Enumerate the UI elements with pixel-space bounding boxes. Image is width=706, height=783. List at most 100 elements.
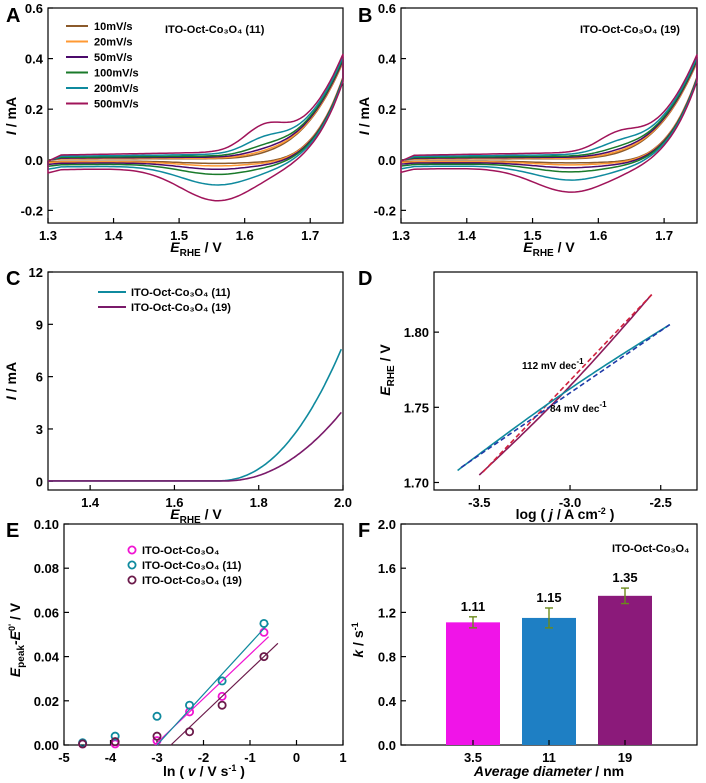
panel-c-ytick-label: 12 bbox=[29, 265, 43, 280]
panel-e-xlabel: ln ( v / V s-1 ) bbox=[163, 763, 245, 779]
bar-19 bbox=[598, 595, 652, 745]
panel-b-ylabel: I / mA bbox=[356, 97, 372, 135]
panel-f-xtick-label: 3.5 bbox=[464, 750, 482, 765]
panel-f-ytick-label: 2.0 bbox=[378, 517, 396, 532]
panel-c-frame bbox=[47, 271, 344, 491]
panel-a-xtick-label: 1.6 bbox=[236, 228, 254, 243]
panel-b-title: ITO-Oct-Co₃O₄ (19) bbox=[580, 24, 680, 36]
legend-label-c-0: ITO-Oct-Co₃O₄ (11) bbox=[131, 287, 231, 299]
panel-b-ytick-label: 0.6 bbox=[378, 1, 396, 16]
panel-e-frame bbox=[63, 523, 344, 746]
panel-a-frame bbox=[47, 7, 344, 224]
panel-e-xtick-label: 0 bbox=[293, 750, 300, 765]
cv-curve-b-0 bbox=[400, 61, 698, 164]
data-point-e-0-4 bbox=[217, 691, 227, 701]
panel-c: 1.4 1.6 1.8 2.0 0 3 6 9 12 ITO-Oct-Co₃O₄ (11) ITO-… bbox=[3, 265, 352, 526]
panel-f-ylabel: k / s-1 bbox=[350, 622, 366, 657]
data-point-e-2-0 bbox=[78, 739, 88, 749]
panel-f-xlabel: Average diameter / nm bbox=[473, 763, 624, 779]
legend-marker-e-0 bbox=[127, 545, 137, 555]
panel-b-ytick-label: -0.2 bbox=[374, 203, 396, 218]
panel-a-ytick-label: 0.4 bbox=[25, 52, 44, 67]
panel-f-xtick-label: 19 bbox=[618, 750, 632, 765]
panel-e-ytick-label: 0.10 bbox=[34, 517, 59, 532]
legend-label-10mV/s: 10mV/s bbox=[94, 21, 133, 33]
panel-e-xtick-label: -3 bbox=[151, 750, 163, 765]
panel-c-ytick-label: 6 bbox=[36, 370, 43, 385]
data-point-e-2-3 bbox=[185, 727, 195, 737]
lsv-curve-0 bbox=[48, 348, 343, 482]
panel-a-xtick-label: 1.3 bbox=[39, 228, 57, 243]
panel-e: -5 -4 -3 -2 -1 0 1 0.00 0.02 0.04 0.06 0.08 0.10 ITO-… bbox=[7, 517, 347, 779]
panel-letter-d: D bbox=[358, 268, 372, 290]
panel-c-ylabel: I / mA bbox=[3, 362, 19, 400]
panel-d-xtick-label: -3.0 bbox=[559, 495, 581, 510]
lsv-curve-1 bbox=[48, 411, 342, 482]
panel-e-ytick-label: 0.08 bbox=[34, 561, 59, 576]
panel-f-ytick-label: 0.4 bbox=[378, 694, 397, 709]
tafel-annotation-84: 84 mV dec-1 bbox=[550, 400, 607, 415]
panel-b-frame bbox=[400, 7, 698, 224]
data-point-e-1-2 bbox=[152, 711, 162, 721]
panel-c-xtick-label: 1.8 bbox=[250, 495, 268, 510]
panel-e-ytick-label: 0.00 bbox=[34, 738, 59, 753]
panel-a-ylabel: I / mA bbox=[3, 97, 19, 135]
panel-letter-c: C bbox=[6, 268, 20, 290]
data-point-e-0-5 bbox=[259, 627, 269, 637]
panel-d-frame bbox=[433, 271, 698, 491]
panel-f-ytick-label: 1.6 bbox=[378, 561, 396, 576]
panel-a-ytick-label: 0.6 bbox=[25, 1, 43, 16]
panel-f-xtick-label: 11 bbox=[542, 750, 556, 765]
panel-b-xtick-label: 1.3 bbox=[392, 228, 410, 243]
panel-c-xlabel: ERHE / V bbox=[170, 506, 222, 526]
panel-c-ytick-label: 3 bbox=[36, 422, 43, 437]
legend-label-200mV/s: 200mV/s bbox=[94, 83, 139, 95]
panel-e-ytick-label: 0.02 bbox=[34, 694, 59, 709]
tafel-curve-1 bbox=[457, 323, 671, 472]
panel-letter-b: B bbox=[358, 5, 372, 27]
panel-a-xtick-label: 1.7 bbox=[301, 228, 319, 243]
fit-line-e-1 bbox=[156, 623, 270, 746]
panel-e-xtick-label: -5 bbox=[58, 750, 70, 765]
panel-c-xtick-label: 1.4 bbox=[81, 495, 100, 510]
panel-f-ytick-label: 0.0 bbox=[378, 738, 396, 753]
panel-a-xtick-label: 1.5 bbox=[170, 228, 188, 243]
panel-e-ytick-label: 0.06 bbox=[34, 605, 59, 620]
legend-label-e-2: ITO-Oct-Co₃O₄ (19) bbox=[142, 575, 242, 587]
panel-d-ytick-label: 1.70 bbox=[404, 475, 429, 490]
panel-d-xtick-label: -3.5 bbox=[468, 495, 490, 510]
panel-a-ytick-label: -0.2 bbox=[21, 203, 43, 218]
data-point-e-2-1 bbox=[110, 737, 120, 747]
panel-b-ytick-label: 0.2 bbox=[378, 102, 396, 117]
legend-label-500mV/s: 500mV/s bbox=[94, 99, 139, 111]
panel-c-ytick-label: 0 bbox=[36, 474, 43, 489]
bar-value-label-19: 1.35 bbox=[612, 570, 637, 585]
cv-curve-b-5 bbox=[400, 54, 698, 193]
legend-label-e-1: ITO-Oct-Co₃O₄ (11) bbox=[142, 560, 242, 572]
panel-d-xlabel: log ( j / A cm-2 ) bbox=[516, 506, 615, 522]
panel-d-ylabel: ERHE / V bbox=[377, 344, 397, 396]
data-point-e-1-1 bbox=[110, 731, 120, 741]
panel-letter-f: F bbox=[358, 520, 370, 542]
data-point-e-1-5 bbox=[259, 618, 269, 628]
bar-3.5 bbox=[446, 622, 500, 745]
data-point-e-2-4 bbox=[217, 700, 227, 710]
panel-e-xtick-label: 1 bbox=[339, 750, 346, 765]
panel-b: 1.3 1.4 1.5 1.6 1.7 -0.2 0.0 0.2 0.4 0.6 ITO-Oct-C… bbox=[356, 1, 698, 259]
bar-11 bbox=[522, 617, 576, 745]
legend-label-c-1: ITO-Oct-Co₃O₄ (19) bbox=[131, 302, 231, 314]
panel-d-ytick-label: 1.80 bbox=[404, 325, 429, 340]
panel-e-xtick-label: -2 bbox=[198, 750, 210, 765]
panel-d: -3.5 -3.0 -2.5 1.70 1.75 1.80 112 mV dec-1 84 m… bbox=[377, 271, 698, 522]
data-point-e-1-3 bbox=[185, 700, 195, 710]
panel-a-xtick-label: 1.4 bbox=[105, 228, 124, 243]
panel-b-xtick-label: 1.6 bbox=[589, 228, 607, 243]
legend-marker-e-1 bbox=[127, 560, 137, 570]
panel-e-ylabel: Epeak-E0' / V bbox=[7, 602, 27, 677]
panel-e-xtick-label: -1 bbox=[244, 750, 256, 765]
panel-a: 1.3 1.4 1.5 1.6 1.7 -0.2 0.0 0.2 0.4 0.6 10mV/s 20m… bbox=[3, 1, 344, 259]
panel-d-ytick-label: 1.75 bbox=[404, 400, 429, 415]
legend-marker-e-2 bbox=[127, 575, 137, 585]
bar-value-label-3.5: 1.11 bbox=[461, 599, 486, 614]
